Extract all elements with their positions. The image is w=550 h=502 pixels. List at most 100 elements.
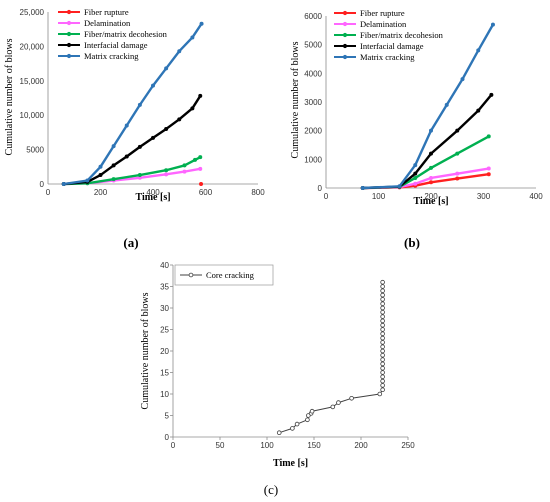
data-point — [124, 123, 129, 128]
data-point — [380, 344, 385, 350]
series-line — [63, 95, 202, 186]
data-point — [182, 169, 187, 174]
legend-marker — [66, 53, 72, 59]
y-tick-label: 20 — [160, 347, 169, 356]
data-point — [164, 66, 169, 71]
data-point — [413, 181, 418, 186]
data-point — [380, 284, 385, 289]
legend-entry: Fiber rupture — [334, 8, 405, 18]
data-point — [290, 426, 295, 431]
data-point — [177, 49, 182, 54]
data-point — [413, 163, 418, 168]
data-point — [380, 378, 385, 384]
legend-marker — [66, 20, 72, 26]
data-point — [349, 395, 354, 401]
data-point — [137, 102, 142, 107]
data-point — [413, 171, 418, 176]
legend-label: Delamination — [360, 19, 407, 29]
x-axis-title: Time [s] — [273, 458, 308, 469]
y-tick-label: 5000 — [26, 146, 44, 155]
legend-entry: Core cracking — [180, 270, 255, 280]
data-point — [61, 182, 66, 187]
legend-entry: Interfacial damage — [58, 40, 148, 50]
data-point — [380, 292, 385, 298]
legend-marker — [342, 10, 348, 16]
data-point — [380, 352, 385, 358]
data-point — [380, 357, 385, 362]
x-axis-title: Time [s] — [135, 192, 170, 203]
data-point — [177, 117, 182, 122]
data-point — [190, 106, 195, 111]
x-tick-label: 0 — [171, 441, 176, 450]
data-point — [98, 173, 103, 178]
data-point — [380, 318, 385, 324]
series-line — [362, 24, 494, 190]
legend-marker — [66, 31, 72, 37]
data-point — [380, 383, 385, 388]
data-point — [98, 164, 103, 169]
data-point — [489, 92, 494, 97]
data-point — [305, 417, 310, 423]
series-matrix-cracking — [360, 22, 495, 191]
legend-label: Delamination — [84, 18, 131, 28]
x-tick-label: 150 — [307, 441, 321, 450]
panel-label: (c) — [264, 482, 278, 497]
legend-entry: Delamination — [58, 18, 131, 28]
data-point — [455, 151, 460, 156]
y-tick-label: 15,000 — [20, 77, 45, 86]
data-point — [198, 166, 203, 171]
legend-entry: Fiber/matrix decohesion — [334, 30, 444, 40]
data-point — [85, 178, 90, 183]
legend-label: Matrix cracking — [360, 52, 415, 62]
data-point — [377, 391, 383, 397]
y-tick-label: 0 — [40, 180, 45, 189]
legend-marker — [342, 21, 348, 27]
y-tick-label: 2000 — [304, 127, 322, 136]
legend-marker — [342, 54, 348, 60]
data-point — [380, 335, 385, 341]
legend-label: Fiber rupture — [360, 8, 405, 18]
data-point — [380, 327, 385, 332]
y-tick-label: 25,000 — [20, 8, 45, 17]
y-tick-label: 10 — [160, 390, 169, 399]
legend-entry: Fiber rupture — [58, 7, 129, 17]
data-point — [486, 166, 491, 171]
data-point — [444, 102, 449, 107]
data-point — [380, 309, 385, 315]
x-tick-label: 100 — [260, 441, 274, 450]
legend-label: Matrix cracking — [84, 51, 139, 61]
data-point — [428, 151, 433, 156]
x-tick-label: 400 — [529, 192, 543, 201]
x-tick-label: 300 — [477, 192, 491, 201]
data-point — [380, 370, 385, 375]
legend-marker — [342, 43, 348, 49]
legend-entry: Fiber/matrix decohesion — [58, 29, 168, 39]
data-point — [486, 134, 491, 139]
y-tick-label: 0 — [165, 433, 170, 442]
legend-label: Fiber rupture — [84, 7, 129, 17]
data-point — [380, 314, 385, 319]
data-point — [486, 172, 491, 177]
data-point — [380, 365, 385, 371]
series-matrix-cracking — [61, 21, 204, 187]
y-tick-label: 6000 — [304, 12, 322, 21]
data-point — [460, 77, 465, 82]
data-point — [380, 305, 385, 311]
x-tick-label: 0 — [324, 192, 329, 201]
data-point — [336, 400, 341, 405]
data-point — [380, 340, 385, 345]
legend-label: Fiber/matrix decohesion — [360, 30, 444, 40]
data-point — [455, 128, 460, 133]
y-tick-label: 5000 — [304, 41, 322, 50]
data-point — [380, 288, 385, 294]
data-point — [151, 135, 156, 140]
legend-entry: Matrix cracking — [334, 52, 415, 62]
chart-panel-1: 0 200 400 600 800 0 5000 10,000 15,000 20,000 25,0… — [4, 7, 265, 250]
data-point — [164, 168, 169, 173]
y-tick-label: 20,000 — [20, 42, 45, 51]
series-fiber-rupture — [199, 182, 204, 187]
legend-label: Interfacial damage — [84, 40, 148, 50]
chart-panel-3: 0 50 100 150 200 250 0 5 10 15 20 25 30 35 40 Cumulativ… — [140, 261, 415, 497]
